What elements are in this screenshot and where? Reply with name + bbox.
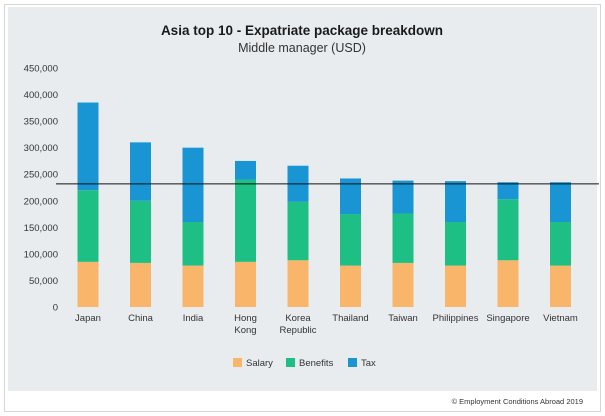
y-tick-label: 150,000: [24, 223, 58, 234]
chart-subtitle: Middle manager (USD): [238, 41, 366, 55]
y-tick-label: 200,000: [24, 196, 58, 207]
bar-benefits: [550, 222, 571, 266]
bar-tax: [392, 180, 414, 214]
legend-swatch-salary: [233, 358, 242, 367]
bar-salary: [235, 261, 256, 307]
bar-salary: [287, 260, 309, 307]
bar-tax: [497, 182, 519, 200]
bar-benefits: [445, 222, 466, 266]
chart-title: Asia top 10 - Expatriate package breakdo…: [161, 23, 443, 38]
category-label: Thailand: [332, 313, 368, 324]
category-label: Korea Republic: [280, 313, 317, 336]
category-label: Singapore: [486, 313, 529, 324]
bar-salary: [340, 265, 361, 307]
legend-swatch-benefits: [286, 358, 295, 367]
y-tick-label: 50,000: [29, 276, 58, 287]
bar-salary: [497, 260, 519, 307]
bar-salary: [445, 265, 466, 307]
legend-label-benefits: Benefits: [299, 358, 334, 369]
bar-tax: [77, 102, 99, 191]
category-label: Vietnam: [543, 313, 578, 324]
y-tick-label: 250,000: [24, 170, 58, 181]
bar-tax: [340, 178, 361, 215]
legend-swatch-tax: [348, 358, 357, 367]
bar-tax: [445, 181, 466, 223]
bar-benefits: [392, 213, 414, 263]
credit-text: © Employment Conditions Abroad 2019: [452, 397, 583, 406]
y-tick-label: 350,000: [24, 117, 58, 128]
category-label: Taiwan: [388, 313, 418, 324]
bar-salary: [77, 261, 99, 307]
y-tick-label: 100,000: [24, 249, 58, 260]
bar-tax: [182, 147, 204, 223]
category-label: China: [128, 313, 154, 324]
y-tick-label: 0: [53, 303, 58, 314]
legend-label-salary: Salary: [246, 358, 273, 369]
bar-tax: [550, 182, 571, 223]
bar-salary: [182, 265, 204, 307]
legend-label-tax: Tax: [361, 358, 376, 369]
bar-salary: [392, 262, 414, 307]
bar-benefits: [497, 199, 519, 261]
bar-benefits: [287, 201, 309, 261]
bar-salary: [130, 262, 151, 307]
y-tick-label: 300,000: [24, 143, 58, 154]
bar-benefits: [77, 190, 99, 262]
category-label: India: [183, 313, 204, 324]
y-tick-label: 450,000: [24, 64, 58, 75]
category-label: Hong Kong: [234, 313, 257, 336]
bar-benefits: [130, 200, 151, 263]
bar-tax: [130, 142, 151, 201]
bar-benefits: [182, 222, 204, 266]
category-label: Japan: [75, 313, 101, 324]
bar-benefits: [340, 214, 361, 266]
y-tick-label: 400,000: [24, 90, 58, 101]
category-label: Philippines: [433, 313, 479, 324]
bar-salary: [550, 265, 571, 307]
bar-benefits: [235, 179, 256, 262]
bar-tax: [235, 160, 256, 180]
